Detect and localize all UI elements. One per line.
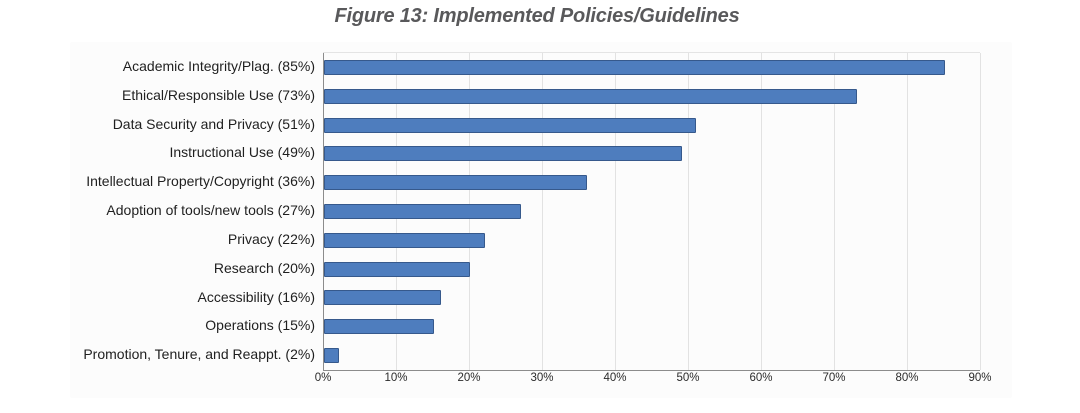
bar	[324, 117, 697, 133]
x-tick-label: 40%	[603, 372, 627, 384]
gridline	[542, 53, 543, 370]
category-label: Promotion, Tenure, and Reappt. (2%)	[83, 346, 315, 363]
x-tick-label: 80%	[895, 372, 919, 384]
gridline	[615, 53, 616, 370]
bar	[324, 59, 945, 75]
chart-title: Figure 13: Implemented Policies/Guidelin…	[334, 5, 740, 27]
gridline	[834, 53, 835, 370]
category-label: Intellectual Property/Copyright (36%)	[86, 173, 315, 190]
x-tick-label: 0%	[314, 372, 332, 384]
category-label: Data Security and Privacy (51%)	[112, 115, 315, 132]
gridline	[761, 53, 762, 370]
x-tick-label: 60%	[749, 372, 773, 384]
category-label: Adoption of tools/new tools (27%)	[106, 202, 315, 219]
x-tick-label: 70%	[822, 372, 846, 384]
category-label: Privacy (22%)	[227, 230, 315, 247]
x-tick-label: 50%	[676, 372, 700, 384]
bar	[324, 348, 339, 364]
bar	[324, 88, 857, 104]
bar	[324, 204, 522, 219]
y-axis-line	[323, 53, 324, 370]
category-label: Academic Integrity/Plag. (85%)	[122, 58, 315, 74]
x-tick-label: 10%	[384, 372, 408, 384]
gridline	[688, 53, 689, 370]
bar	[324, 290, 441, 306]
x-tick-label: 30%	[530, 372, 554, 384]
x-tick-label: 20%	[457, 372, 481, 384]
category-label: Ethical/Responsible Use (73%)	[122, 86, 315, 103]
bar	[324, 319, 434, 335]
category-label: Instructional Use (49%)	[169, 144, 315, 161]
plot-area	[323, 52, 981, 371]
bar	[324, 175, 587, 191]
category-label: Operations (15%)	[205, 317, 315, 334]
x-tick-label: 90%	[968, 372, 992, 384]
bar	[324, 232, 485, 248]
gridline	[980, 53, 981, 370]
bar	[324, 146, 682, 162]
category-label: Research (20%)	[213, 259, 315, 276]
bar	[324, 261, 470, 277]
gridline	[907, 53, 908, 370]
category-label: Accessibility (16%)	[197, 288, 315, 305]
